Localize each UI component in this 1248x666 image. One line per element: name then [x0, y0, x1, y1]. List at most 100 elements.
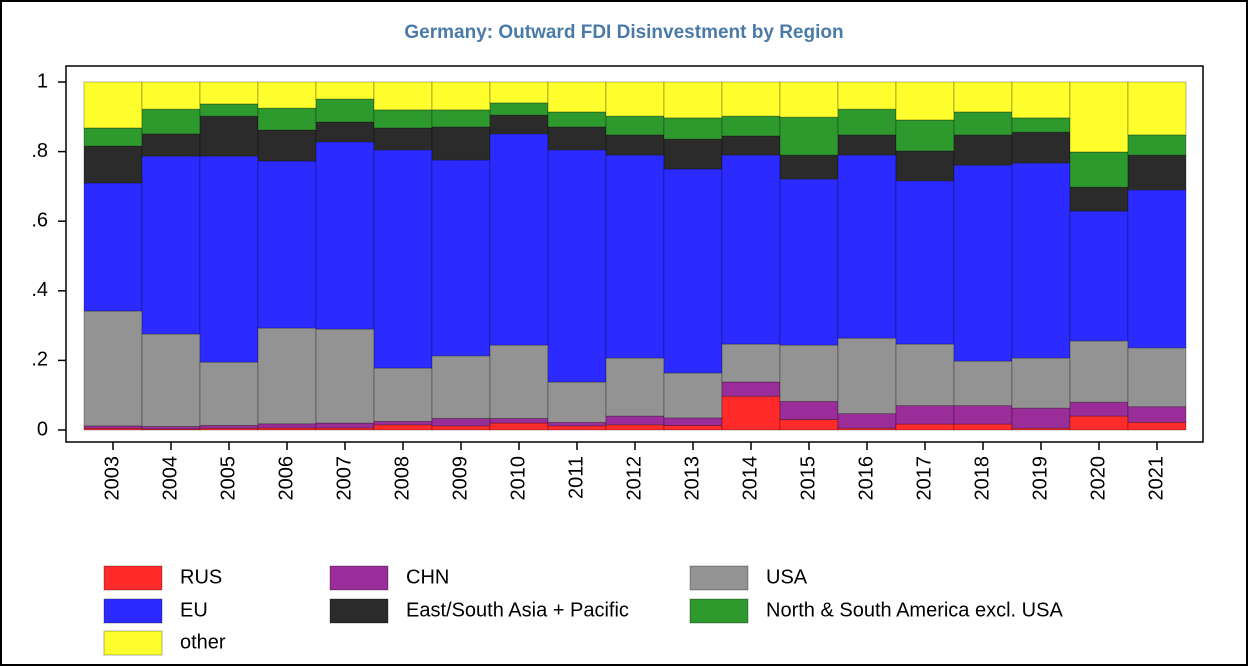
x-tick-label: 2015: [797, 456, 819, 501]
bar-segment: [547, 425, 607, 431]
x-tick-label: 2020: [1087, 456, 1109, 501]
bar-segment: [1011, 81, 1071, 119]
bar-segment: [605, 134, 665, 156]
bar-segment: [141, 81, 201, 110]
x-tick-label: 2006: [275, 456, 297, 501]
bar-segment: [605, 415, 665, 426]
bar-segment: [1127, 154, 1187, 191]
bar-segment: [199, 425, 259, 429]
bar-segment: [1069, 151, 1129, 188]
bar-segment: [1069, 210, 1129, 342]
bar-segment: [257, 327, 317, 425]
bar-segment: [141, 155, 201, 335]
legend-swatch: [103, 598, 163, 624]
bar-segment: [1011, 357, 1071, 409]
bar-segment: [489, 133, 549, 346]
bar-segment: [1127, 81, 1187, 136]
bar-segment: [257, 160, 317, 329]
bar-segment: [547, 111, 607, 128]
x-tick-label: 2005: [217, 456, 239, 501]
bar-segment: [779, 178, 839, 346]
bar-segment: [199, 155, 259, 363]
legend-swatch: [689, 598, 749, 624]
legend-label: other: [180, 631, 226, 653]
y-tick-label: 1: [37, 70, 48, 92]
bar-segment: [721, 343, 781, 383]
bar-segment: [605, 81, 665, 117]
bar-segment: [663, 417, 723, 426]
legend-swatch: [329, 565, 389, 591]
bar-segment: [1069, 401, 1129, 417]
bar-segment: [779, 401, 839, 420]
bar-segment: [431, 81, 491, 111]
y-tick-label: .6: [31, 209, 48, 231]
bar-segment: [83, 145, 143, 184]
bar-segment: [489, 422, 549, 431]
legend-swatch: [103, 565, 163, 591]
bar-segment: [489, 81, 549, 104]
bar-segment: [895, 119, 955, 152]
x-tick-label: 2012: [623, 456, 645, 501]
bar-segment: [1127, 134, 1187, 156]
x-tick-label: 2016: [855, 456, 877, 501]
bar-segment: [315, 98, 375, 123]
bar-segment: [1011, 117, 1071, 133]
bar-segment: [663, 117, 723, 140]
y-tick-label: 0: [37, 418, 48, 440]
bar-segment: [663, 425, 723, 431]
bar-segment: [257, 129, 317, 162]
bar-segment: [663, 168, 723, 374]
legend-label: USA: [766, 566, 808, 588]
bar-segment: [315, 81, 375, 100]
bar-segment: [373, 149, 433, 369]
bar-segment: [315, 141, 375, 330]
bar-segment: [953, 134, 1013, 166]
bar-segment: [953, 111, 1013, 136]
bar-segment: [547, 381, 607, 423]
bar-segment: [373, 420, 433, 426]
legend-label: CHN: [406, 566, 449, 588]
bar-segment: [373, 81, 433, 111]
y-tick-label: .2: [31, 349, 48, 371]
bar-segment: [257, 423, 317, 429]
bar-segment: [1069, 186, 1129, 212]
bar-segment: [141, 333, 201, 427]
bar-segment: [837, 108, 897, 136]
x-tick-label: 2021: [1145, 456, 1167, 501]
bar-segment: [141, 108, 201, 135]
bar-segment: [953, 360, 1013, 407]
y-tick-label: .4: [31, 279, 48, 301]
bar-segment: [953, 81, 1013, 113]
bar-segment: [373, 127, 433, 151]
bar-segment: [373, 424, 433, 431]
bar-segment: [83, 182, 143, 312]
legend-swatch: [689, 565, 749, 591]
bar-segment: [1011, 407, 1071, 429]
bar-segment: [721, 135, 781, 156]
bar-segment: [663, 372, 723, 419]
bar-segment: [605, 357, 665, 417]
bar-segment: [895, 405, 955, 425]
bar-segment: [663, 138, 723, 170]
bar-segment: [141, 133, 201, 157]
bar-segment: [1011, 162, 1071, 359]
bar-segment: [895, 150, 955, 182]
bar-segment: [953, 164, 1013, 362]
bar-segment: [373, 367, 433, 422]
x-tick-label: 2008: [391, 456, 413, 501]
bar-segment: [953, 405, 1013, 425]
bar-segment: [489, 418, 549, 424]
bar-segment: [315, 328, 375, 424]
bar-segment: [779, 154, 839, 180]
x-tick-label: 2011: [565, 456, 587, 499]
bar-segment: [895, 343, 955, 407]
bar-segment: [257, 107, 317, 131]
legend-swatch: [329, 598, 389, 624]
bar-segment: [837, 413, 897, 429]
legend-swatch: [103, 630, 163, 656]
bar-segment: [953, 423, 1013, 431]
x-tick-label: 2009: [449, 456, 471, 501]
x-tick-label: 2014: [739, 456, 761, 501]
x-tick-label: 2013: [681, 456, 703, 501]
bar-segment: [1011, 131, 1071, 164]
